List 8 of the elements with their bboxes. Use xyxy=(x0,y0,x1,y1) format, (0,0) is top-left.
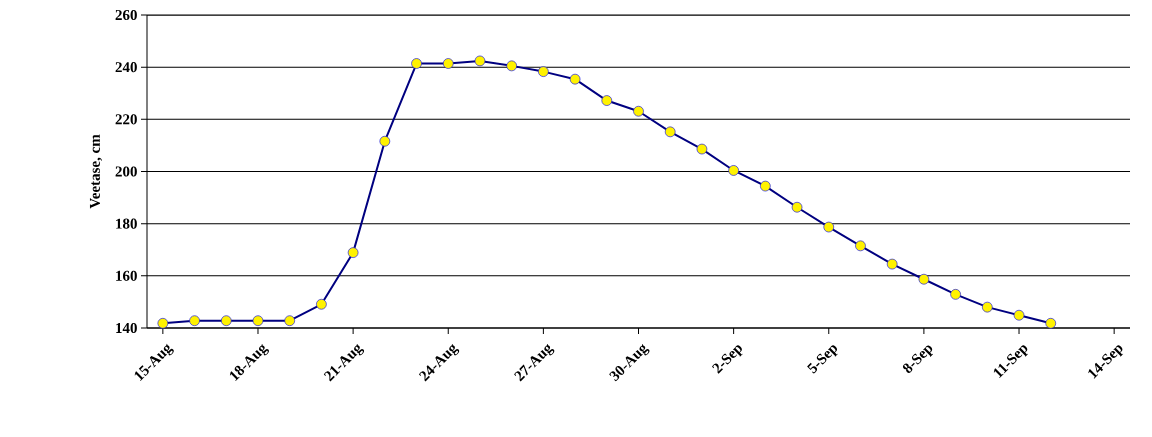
y-tick-label: 180 xyxy=(116,218,137,229)
y-tick-label: 220 xyxy=(115,114,137,125)
y-tick-label: 140 xyxy=(116,322,137,334)
y-tick-label: 260 xyxy=(115,9,137,21)
y-tick-label: 160 xyxy=(116,270,137,281)
y-tick-label: 240 xyxy=(115,62,137,73)
y-tick-label: 200 xyxy=(115,166,137,177)
y-axis-title: Veetase, cm xyxy=(89,134,103,209)
